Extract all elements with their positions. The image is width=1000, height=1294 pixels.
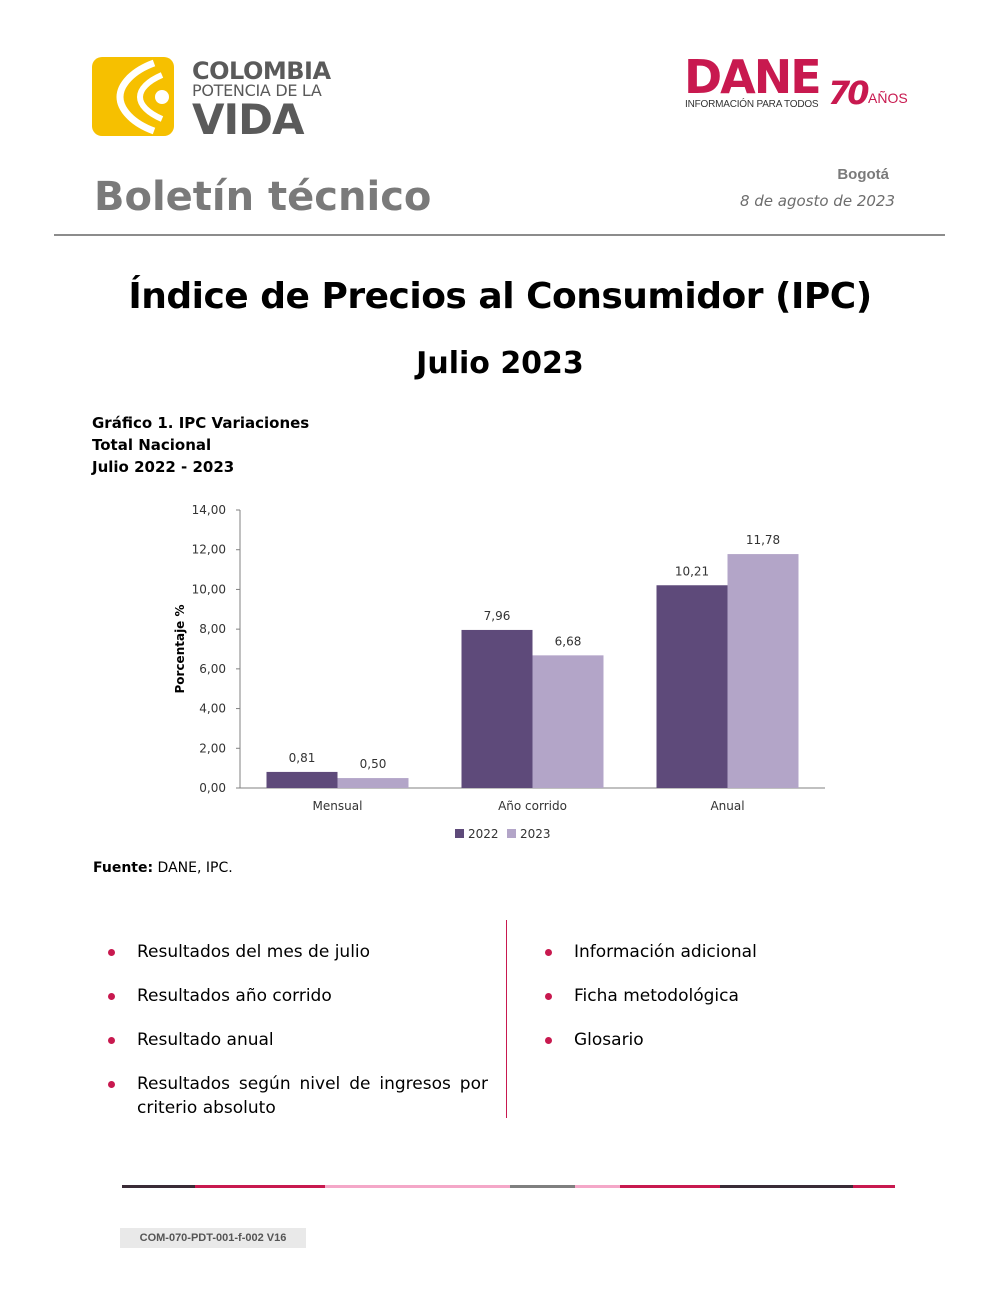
bar-2022-0 xyxy=(266,771,338,788)
y-tick-label: 12,00 xyxy=(192,543,226,557)
ipc-bar-chart: 0,00 2,00 4,00 6,00 8,00 10,00 12,00 14,00 Porce… xyxy=(173,503,825,841)
document-code: COM-070-PDT-001-f-002 V16 xyxy=(120,1228,306,1248)
list-item[interactable]: Ficha metodológica xyxy=(529,984,909,1008)
data-label: 7,96 xyxy=(484,609,511,623)
footer-bar-segment xyxy=(510,1185,575,1188)
footer-bar-segment xyxy=(720,1185,853,1188)
footer-bar-segment xyxy=(620,1185,720,1188)
figure-source: Fuente: DANE, IPC. xyxy=(93,860,233,876)
contents-divider xyxy=(506,920,507,1118)
brand-line-3: VIDA xyxy=(192,95,304,144)
x-tick-label: Anual xyxy=(710,799,744,813)
list-item[interactable]: Glosario xyxy=(529,1028,909,1052)
bar-2023-1 xyxy=(532,655,604,788)
y-tick-label: 6,00 xyxy=(199,662,226,676)
list-item[interactable]: Información adicional xyxy=(529,940,909,964)
footer-bar-segment xyxy=(195,1185,325,1188)
bar-2023-2 xyxy=(727,554,799,788)
data-label: 0,50 xyxy=(360,757,387,771)
data-label: 11,78 xyxy=(746,533,780,547)
colombia-wave-logo-icon xyxy=(92,57,174,136)
figure-caption-line-2: Total Nacional xyxy=(92,436,212,454)
brand-line-2: POTENCIA DE LA xyxy=(192,81,322,100)
bullet-icon xyxy=(545,1037,552,1044)
page-subtitle: Julio 2023 xyxy=(416,346,584,381)
legend-entry: 2023 xyxy=(520,827,551,841)
document-type-title: Boletín técnico xyxy=(94,174,432,220)
dane-tagline: INFORMACIÓN PARA TODOS xyxy=(685,99,819,110)
footer-bar-segment xyxy=(853,1185,895,1188)
list-item[interactable]: Resultados del mes de julio xyxy=(92,940,488,964)
y-tick-label: 0,00 xyxy=(199,781,226,795)
y-axis-label: Porcentaje % xyxy=(173,604,187,693)
legend-entry: 2022 xyxy=(468,827,499,841)
list-item[interactable]: Resultados según nivel de ingresos por c… xyxy=(92,1072,488,1120)
source-text: DANE, IPC. xyxy=(153,860,233,876)
bullet-icon xyxy=(108,1037,115,1044)
figure-caption-line-1: Gráfico 1. IPC Variaciones xyxy=(92,414,310,432)
publication-date: 8 de agosto de 2023 xyxy=(739,192,895,210)
data-label: 10,21 xyxy=(675,564,709,578)
bar-2022-1 xyxy=(461,629,533,788)
y-tick-label: 10,00 xyxy=(192,582,226,596)
city-label: Bogotá xyxy=(837,166,889,183)
y-tick-label: 2,00 xyxy=(199,741,226,755)
bullet-icon xyxy=(108,1081,115,1088)
anniversary-number: 70 xyxy=(828,74,869,112)
legend-swatch xyxy=(455,829,464,838)
bullet-icon xyxy=(545,993,552,1000)
bullet-icon xyxy=(545,949,552,956)
x-tick-label: Mensual xyxy=(313,799,363,813)
page-title: Índice de Precios al Consumidor (IPC) xyxy=(128,276,872,317)
header-divider xyxy=(54,234,945,236)
bullet-icon xyxy=(108,993,115,1000)
y-tick-label: 4,00 xyxy=(199,702,226,716)
list-item[interactable]: Resultado anual xyxy=(92,1028,488,1052)
footer-bar-segment xyxy=(325,1185,510,1188)
dane-wordmark: DANE xyxy=(684,50,822,104)
dane-logo: DANE INFORMACIÓN PARA TODOS 70 AÑOS xyxy=(684,50,914,116)
anniversary-word: AÑOS xyxy=(868,90,908,106)
contents-list-right: Información adicional Ficha metodológica… xyxy=(529,940,909,1072)
footer-bar-segment xyxy=(122,1185,195,1188)
footer-bar-segment xyxy=(575,1185,620,1188)
bullet-icon xyxy=(108,949,115,956)
data-label: 6,68 xyxy=(555,634,582,648)
source-label: Fuente: xyxy=(93,860,154,876)
data-label: 0,81 xyxy=(289,751,316,765)
brand-line-1: COLOMBIA xyxy=(192,57,331,85)
legend-swatch xyxy=(507,829,516,838)
colombia-potencia-logo: COLOMBIA POTENCIA DE LA VIDA xyxy=(92,57,331,144)
x-tick-label: Año corrido xyxy=(498,799,567,813)
y-tick-label: 8,00 xyxy=(199,622,226,636)
figure-caption-line-3: Julio 2022 - 2023 xyxy=(92,458,235,476)
contents-list-left: Resultados del mes de julio Resultados a… xyxy=(92,940,488,1140)
bar-2022-2 xyxy=(656,585,728,788)
bar-2023-0 xyxy=(337,778,409,788)
y-tick-label: 14,00 xyxy=(192,503,226,517)
list-item[interactable]: Resultados año corrido xyxy=(92,984,488,1008)
